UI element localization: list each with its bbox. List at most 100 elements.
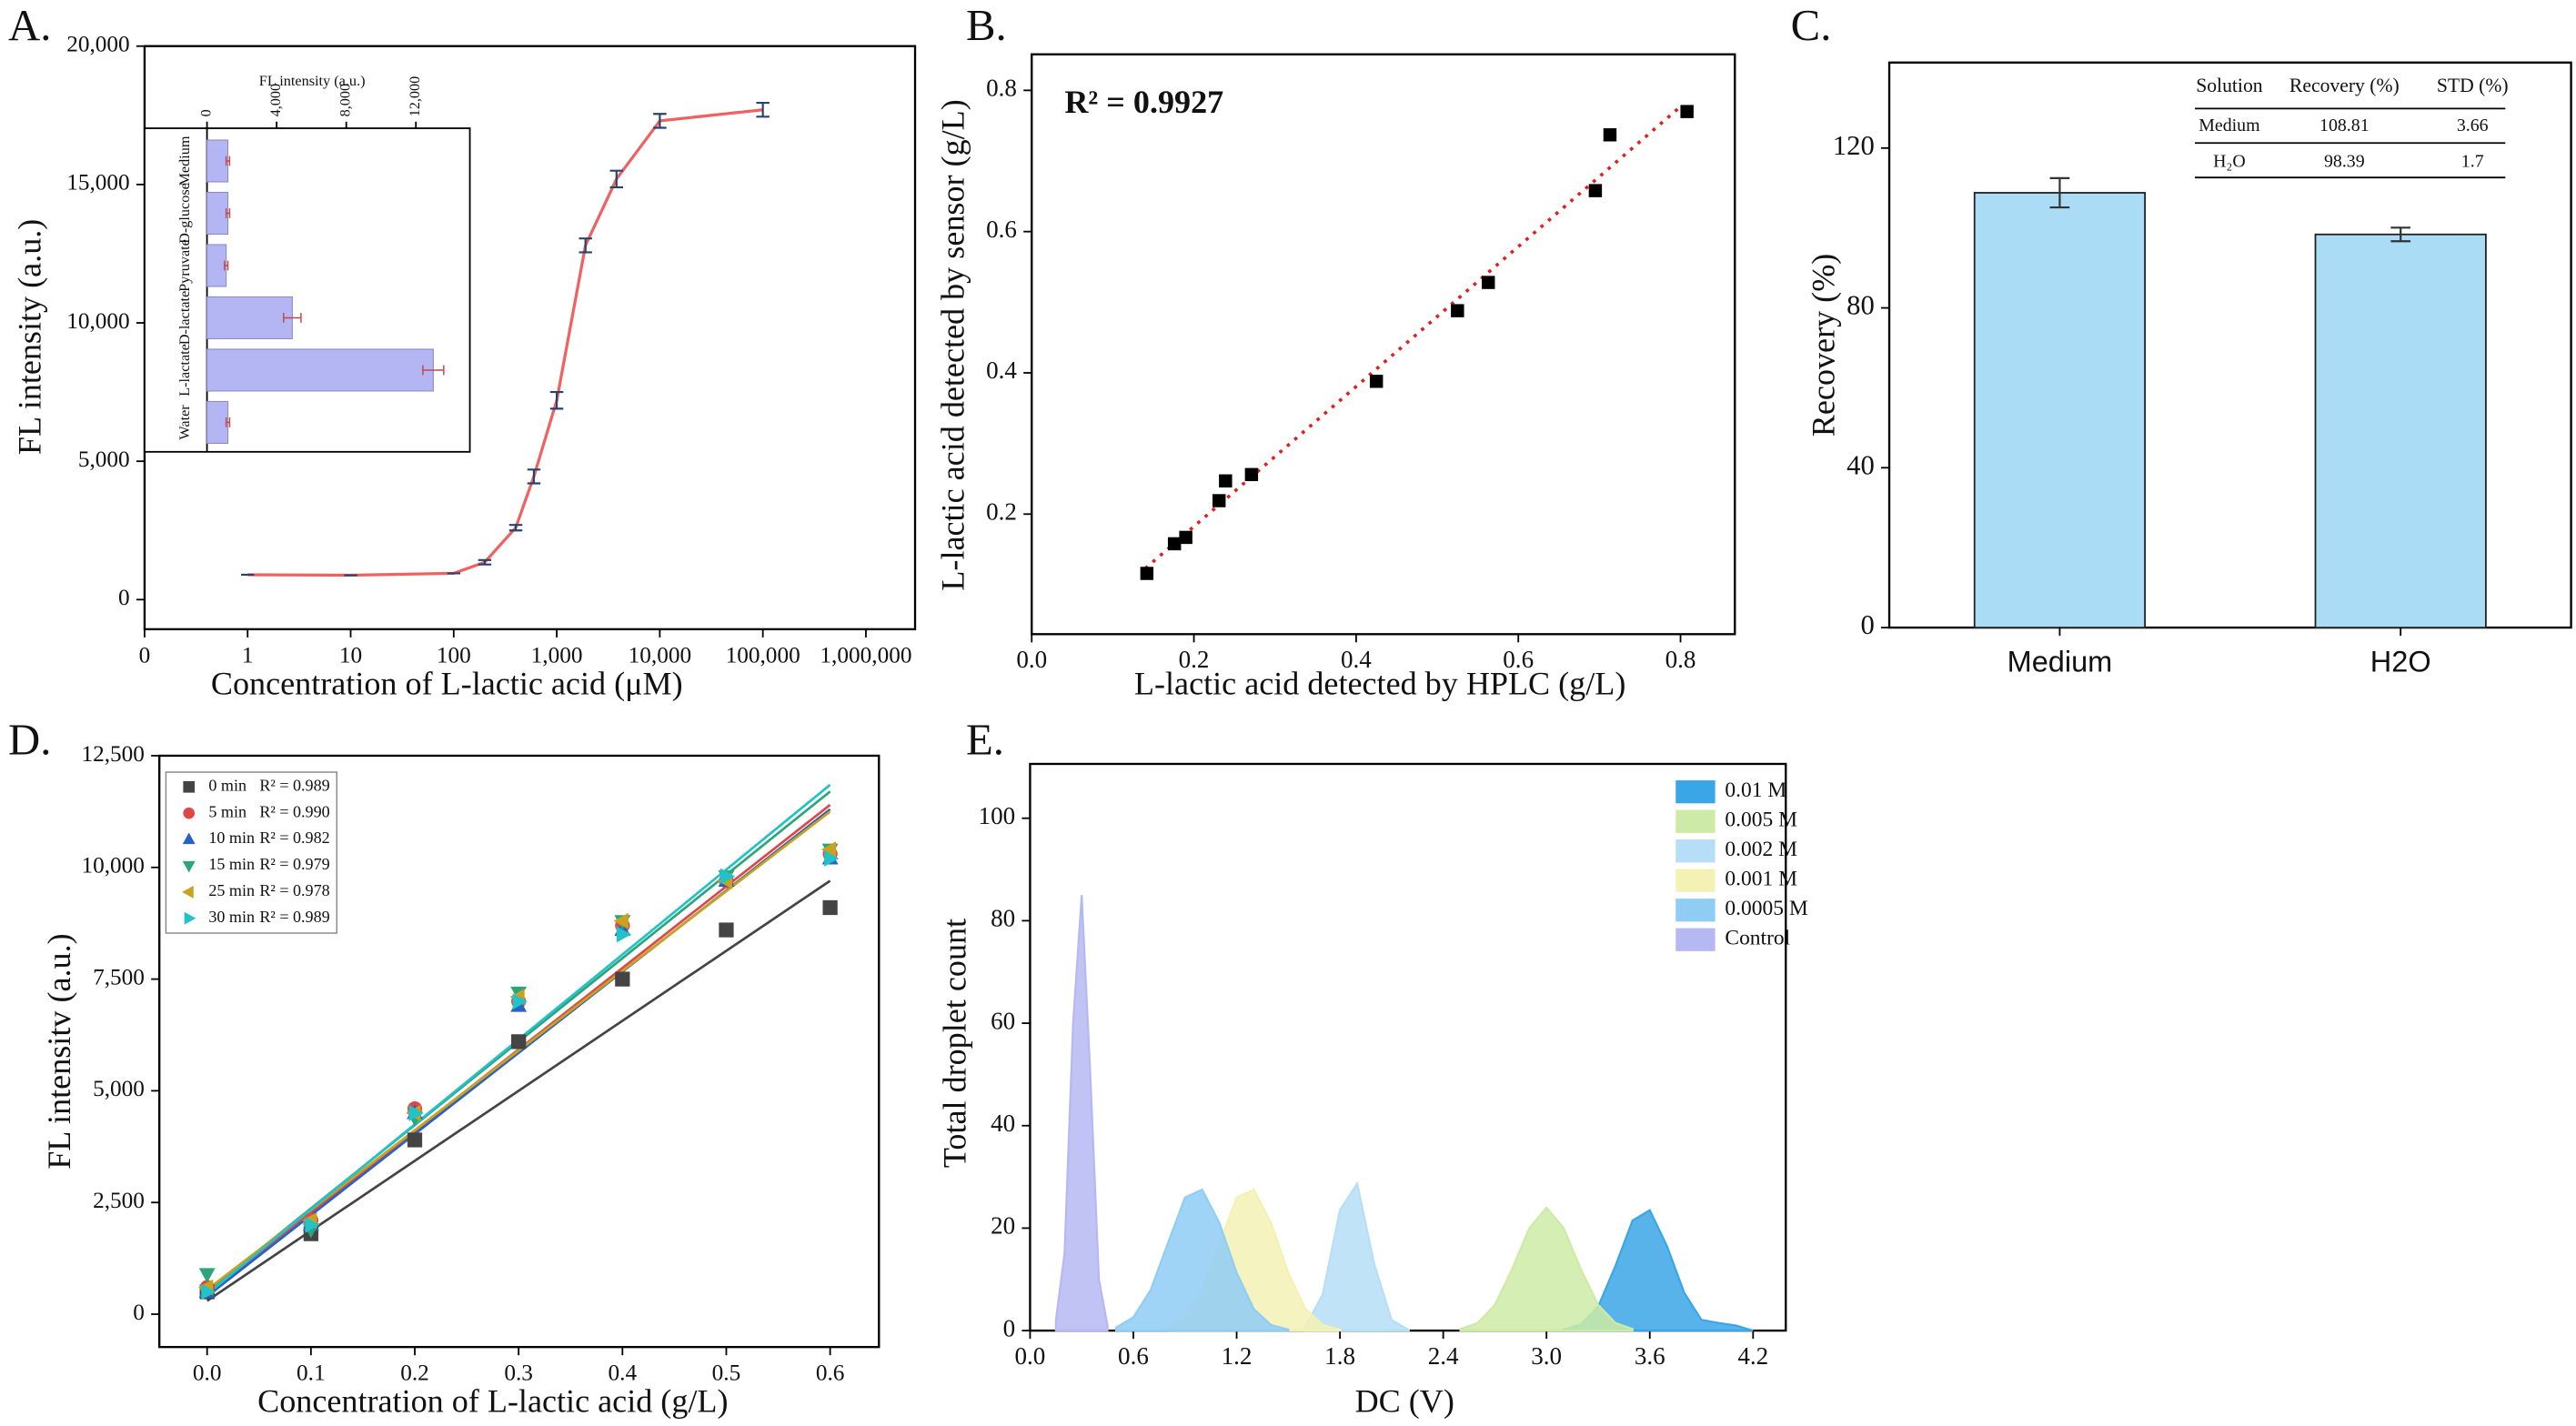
marker — [1219, 474, 1233, 488]
y-tick-label: 80 — [1846, 290, 1875, 321]
x-tick-label: 0.1 — [297, 1361, 326, 1386]
table-cell: 1.7 — [2461, 152, 2484, 172]
marker — [820, 841, 837, 859]
error-bar — [579, 237, 592, 254]
plot-frame — [1029, 762, 1787, 1332]
inset-bar — [206, 139, 229, 183]
inset-error-bar — [225, 156, 231, 166]
inset-error-bar — [422, 365, 445, 376]
x-tick-label: Medium — [2007, 645, 2113, 678]
marker — [1244, 467, 1259, 482]
marker — [1369, 375, 1384, 388]
y-axis-label: FL intensity (a.u.) — [11, 219, 47, 455]
marker — [1451, 304, 1464, 317]
legend-label: 0 min — [208, 776, 247, 794]
marker — [408, 1105, 424, 1121]
legend-label: 5 min — [208, 802, 247, 820]
legend-label: 0.001 M — [1725, 868, 1797, 891]
x-axis-label: DC (V) — [1355, 1383, 1454, 1420]
x-tick-label: 0.4 — [1341, 646, 1372, 673]
legend-r2: R² = 0.989 — [259, 776, 329, 794]
y-axis-label: FL intensitv (a.u.) — [41, 933, 77, 1169]
legend-marker — [183, 780, 196, 793]
x-tick-label: 0.6 — [1503, 646, 1534, 673]
marker — [719, 922, 734, 938]
legend-label: 25 min — [208, 881, 255, 899]
x-tick-label: 0.3 — [504, 1361, 533, 1386]
x-tick-label: 1.2 — [1222, 1342, 1253, 1370]
distribution-area — [1459, 1206, 1634, 1332]
y-tick-label: 0 — [118, 585, 130, 610]
y-tick-label: 80 — [991, 905, 1015, 932]
table-header: STD (%) — [2437, 75, 2509, 96]
legend-marker — [183, 807, 196, 819]
table-header: Solution — [2196, 75, 2263, 96]
legend-label: 15 min — [208, 855, 255, 873]
y-tick-label: 40 — [1846, 449, 1875, 480]
x-tick-label: 3.0 — [1531, 1342, 1562, 1370]
x-tick-label: 0.0 — [193, 1361, 222, 1386]
inset-bar — [206, 244, 227, 287]
y-tick-label: 0 — [133, 1300, 145, 1325]
y-tick-label: 0.8 — [986, 75, 1017, 102]
x-tick-label: 0.8 — [1665, 646, 1696, 673]
marker — [824, 850, 840, 867]
panel-label: E. — [966, 716, 1004, 765]
panel-label: C. — [1791, 1, 1832, 50]
marker — [1179, 530, 1192, 545]
y-tick-label: 0 — [1860, 609, 1874, 640]
legend-marker — [184, 911, 196, 925]
x-tick-label: 4.2 — [1737, 1342, 1768, 1370]
x-tick-label: 1,000 — [531, 642, 583, 668]
marker — [822, 899, 838, 916]
legend-swatch — [1675, 899, 1716, 922]
legend-r2: R² = 0.989 — [259, 908, 329, 926]
marker — [305, 1216, 320, 1233]
legend-label: 30 min — [208, 908, 255, 926]
inset-category-label: Medium — [176, 136, 193, 186]
legend-swatch — [1675, 839, 1716, 863]
inset-bar — [206, 296, 293, 340]
legend-label: Control — [1725, 927, 1790, 950]
x-tick-label: 3.6 — [1635, 1342, 1665, 1370]
marker — [1212, 494, 1226, 507]
error-bar — [478, 558, 492, 566]
x-axis-label: Concentration of L-lactic acid (μM) — [211, 665, 683, 701]
error-bar — [2390, 226, 2411, 243]
legend-swatch — [1675, 928, 1716, 951]
y-tick-label: 12,500 — [81, 741, 144, 767]
marker — [1481, 276, 1495, 289]
inset-tick-label: 12,000 — [407, 76, 423, 117]
legend-swatch — [1675, 780, 1716, 804]
y-tick-label: 7,500 — [93, 964, 145, 989]
y-tick-label: 5,000 — [93, 1076, 145, 1101]
marker — [1588, 184, 1603, 197]
inset-bar — [206, 400, 229, 445]
legend-r2: R² = 0.982 — [259, 828, 329, 847]
y-tick-label: 10,000 — [81, 853, 144, 879]
panel-label: B. — [966, 1, 1007, 50]
marker — [1680, 105, 1694, 118]
x-tick-label: 1,000,000 — [820, 642, 911, 668]
legend-label: 0.01 M — [1725, 778, 1786, 802]
y-tick-label: 2,500 — [93, 1188, 145, 1213]
x-tick-label: 2.4 — [1428, 1342, 1459, 1370]
inset-bar — [206, 191, 229, 236]
x-tick-label: 10,000 — [629, 642, 691, 668]
error-bar — [756, 102, 770, 118]
x-tick-label: 0 — [139, 642, 151, 668]
marker — [719, 868, 736, 885]
legend-label: 0.0005 M — [1725, 897, 1807, 920]
inset-error-bar — [223, 260, 229, 271]
x-axis-label: Concentration of L-lactic acid (g/L) — [257, 1383, 728, 1420]
x-tick-label: 0.0 — [1015, 1342, 1046, 1370]
x-tick-label: 1.8 — [1324, 1342, 1355, 1370]
marker — [1167, 537, 1182, 551]
inset-error-bar — [225, 417, 231, 427]
y-tick-label: 0.4 — [986, 356, 1017, 384]
legend-marker — [182, 832, 196, 845]
y-tick-label: 20,000 — [66, 32, 129, 57]
x-tick-label: 100 — [437, 642, 471, 668]
y-tick-label: 5,000 — [78, 447, 130, 472]
fit-line — [206, 879, 831, 1302]
